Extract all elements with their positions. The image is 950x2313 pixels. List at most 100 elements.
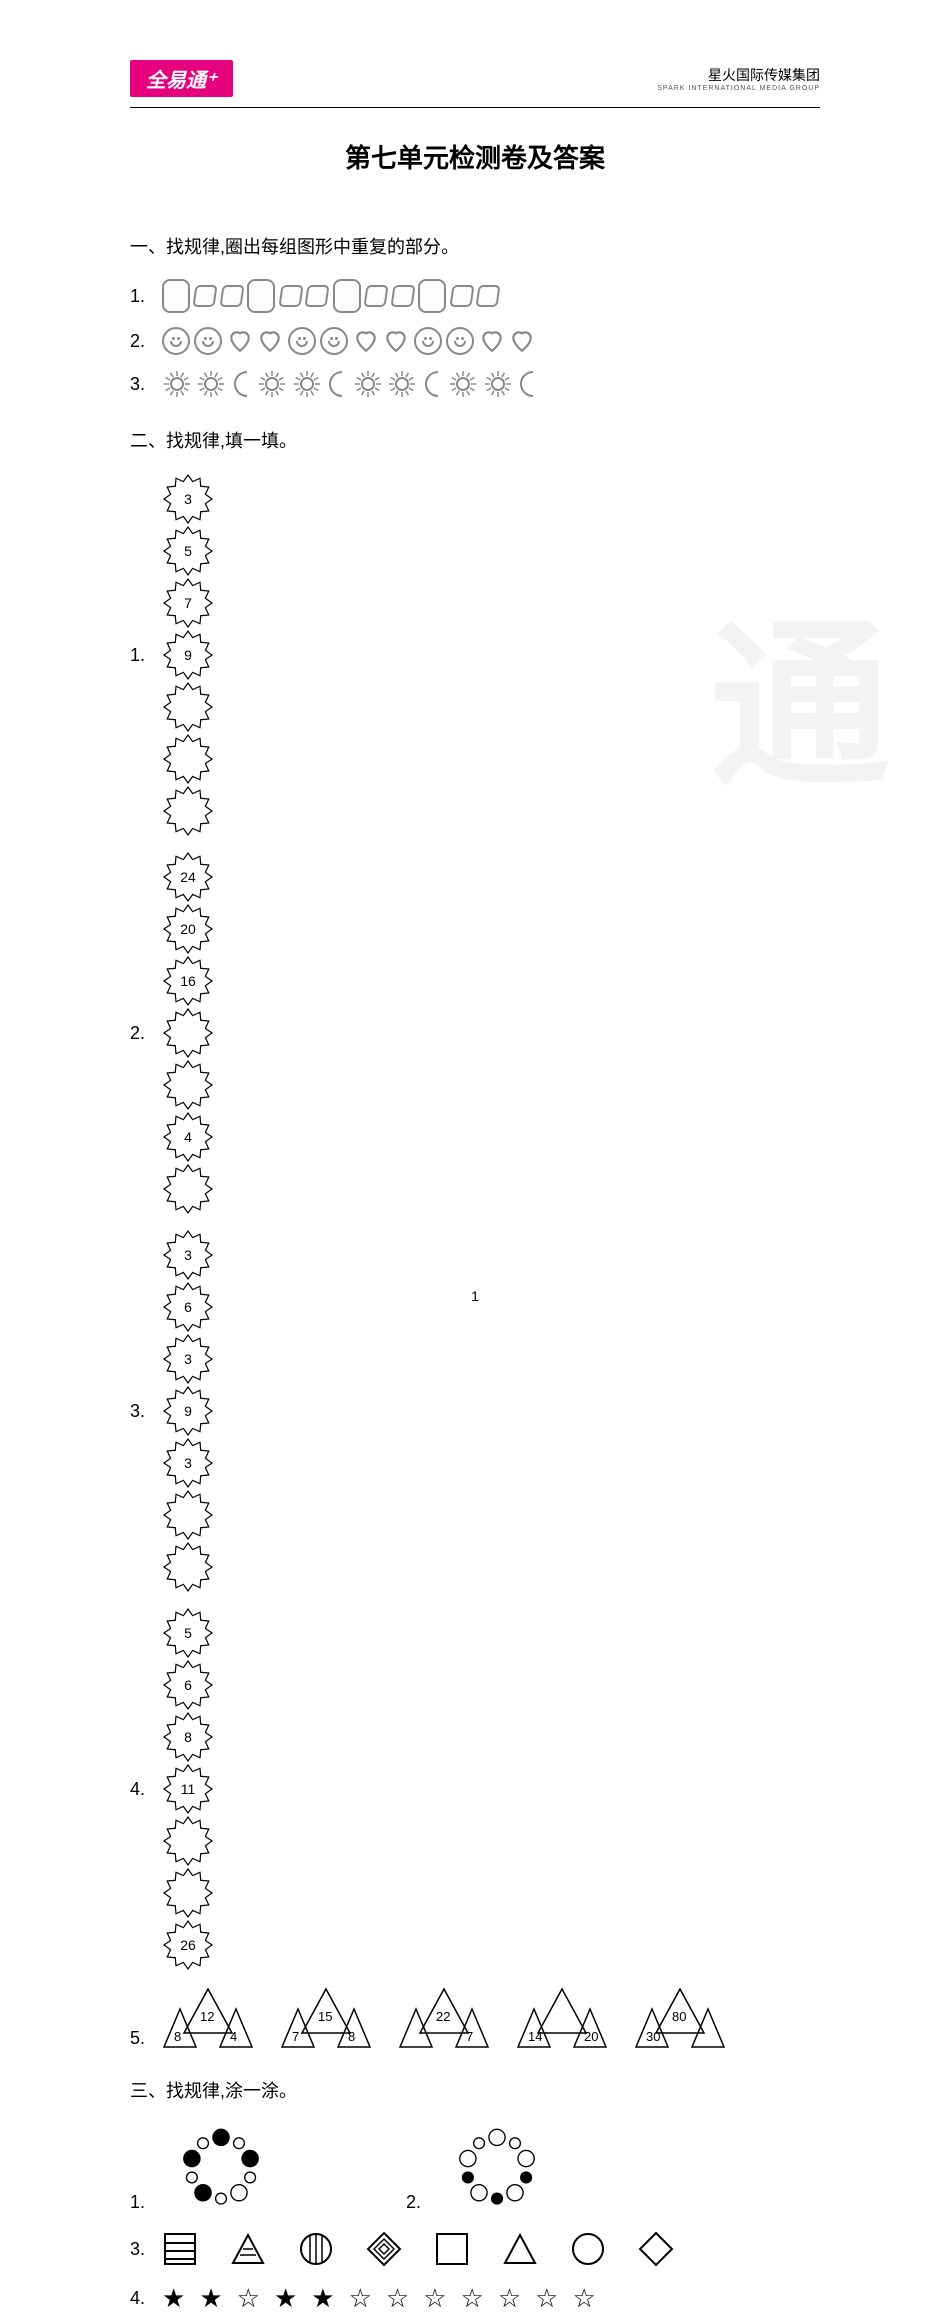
triangle-cluster: 80 30 [634,1987,726,2049]
heart-icon [257,328,283,354]
star-icon: ☆ [349,2285,372,2311]
star-icon: ☆ [237,2285,260,2311]
number-badge: 5 [162,1607,214,1659]
s2-q3: 3. 36393 [130,1229,820,1593]
circle-ring-shape [432,2123,562,2213]
number-badge: 3 [162,1229,214,1281]
star-icon: ☆ [572,2285,595,2311]
square-lines-icon [162,2231,198,2267]
smile-icon [446,327,474,355]
star-icon: ★ [311,2285,334,2311]
tri-left-value: 30 [646,2029,660,2044]
badge-value: 24 [180,869,196,885]
rounded-square-big-icon [247,279,275,313]
s2-q4: 4. 5 6 8 11 26 [130,1607,820,1971]
smile-icon [320,327,348,355]
header-rule [130,107,820,108]
sun-icon [257,369,287,399]
number-badge: 5 [162,525,214,577]
badge-value: 3 [184,1247,192,1263]
badge-value: 3 [184,1455,192,1471]
heart-icon [479,328,505,354]
heart-icon [353,328,379,354]
number-badge [162,785,214,837]
number-badge [162,1059,214,1111]
q-number: 2. [130,331,150,352]
logo-right: 星火国际传媒集团 [657,65,820,85]
star-icon: ☆ [386,2285,409,2311]
badge-value: 16 [180,973,196,989]
badge-value: 9 [184,647,192,663]
number-badge [162,1489,214,1541]
smile-icon [288,327,316,355]
number-badge: 16 [162,955,214,1007]
s2-q5: 5. 12 8 4 15 7 8 22 7 [130,1987,820,2049]
number-badge: 4 [162,1111,214,1163]
q-number: 3. [130,2239,150,2260]
s2-q1: 1. 3579 [130,473,820,837]
tri-top-value: 22 [436,2009,450,2024]
badge-value: 4 [184,1129,192,1145]
circle-empty-icon [570,2231,606,2267]
square-empty-icon [434,2231,470,2267]
star-icon: ☆ [498,2285,521,2311]
rounded-square-small-icon [305,285,330,307]
badge-value: 26 [180,1937,196,1953]
diamond-lines-icon [366,2231,402,2267]
rounded-square-small-icon [449,285,474,307]
s3-q4: 4. ★★☆★★☆☆☆☆☆☆☆ [130,2285,820,2311]
circle-lines-icon [298,2231,334,2267]
number-badge [162,1541,214,1593]
number-badge: 6 [162,1659,214,1711]
q-number: 2. [406,2192,426,2213]
q-number: 1. [130,2192,150,2213]
badge-value: 7 [184,595,192,611]
q-number: 2. [130,1023,150,1044]
number-badge [162,1007,214,1059]
section1-heading: 一、找规律,圈出每组图形中重复的部分。 [130,233,820,259]
q-number: 4. [130,1779,150,1800]
section2-heading: 二、找规律,填一填。 [130,427,820,453]
circle-ring-shape [156,2123,286,2213]
badge-value: 11 [181,1781,196,1797]
star-icon: ☆ [535,2285,558,2311]
tri-left-value: 14 [528,2029,542,2044]
triangle-cluster: 14 20 [516,1987,608,2049]
sun-icon [353,369,383,399]
badge-value: 9 [184,1403,192,1419]
star-icon: ☆ [423,2285,446,2311]
q-number: 5. [130,2028,150,2049]
q-number: 3. [130,1401,150,1422]
heart-icon [227,328,253,354]
rounded-square-big-icon [333,279,361,313]
rounded-square-big-icon [162,279,190,313]
rounded-square-small-icon [390,285,415,307]
triangle-empty-icon [502,2231,538,2267]
smile-icon [194,327,222,355]
rounded-square-big-icon [418,279,446,313]
tri-top-value: 15 [318,2009,332,2024]
number-badge: 24 [162,851,214,903]
number-badge: 8 [162,1711,214,1763]
s3-q3: 3. [130,2231,820,2267]
s3-q1q2: 1. 2. [130,2123,820,2213]
badge-value: 3 [184,1351,192,1367]
badge-value: 20 [180,921,196,937]
sun-icon [196,369,226,399]
logo-right-block: 星火国际传媒集团 SPARK INTERNATIONAL MEDIA GROUP [657,65,820,92]
number-badge: 3 [162,1333,214,1385]
q-number: 1. [130,286,150,307]
q-number: 3. [130,374,150,395]
number-badge [162,681,214,733]
number-badge: 9 [162,629,214,681]
sun-icon [448,369,478,399]
sun-icon [483,369,513,399]
s1-q2: 2. [130,327,820,355]
smile-icon [162,327,190,355]
tri-left-value: 8 [174,2029,181,2044]
badge-value: 5 [184,1625,192,1641]
tri-right-value: 20 [584,2029,598,2044]
moon-icon [326,370,348,398]
badge-value: 8 [184,1729,192,1745]
star-icon: ★ [199,2285,222,2311]
